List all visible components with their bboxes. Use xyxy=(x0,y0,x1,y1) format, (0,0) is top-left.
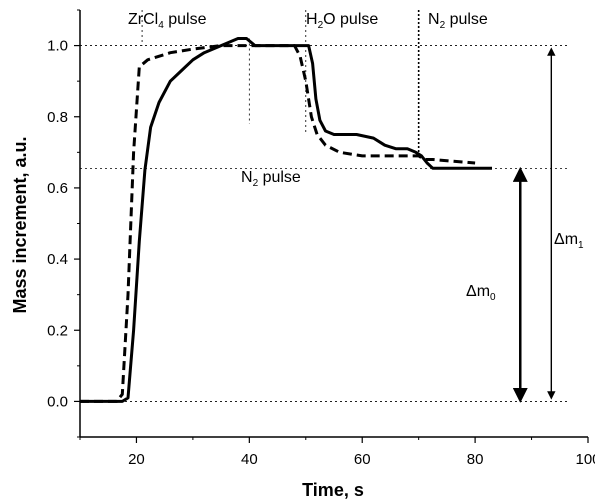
axes xyxy=(79,10,588,438)
series-group xyxy=(80,37,492,403)
y-tick-label-0: 0.0 xyxy=(47,393,68,410)
n2-pulse-lower-label: N2 pulse xyxy=(241,169,301,189)
n2-pulse-upper-label: N2 pulse xyxy=(428,11,488,31)
series-line-dashed xyxy=(80,44,476,403)
x-tick-label-3: 80 xyxy=(467,451,484,468)
zrcl4-pulse-label: ZrCl4 pulse xyxy=(128,11,207,31)
x-tick-label-0: 20 xyxy=(128,451,145,468)
y-tick-label-5: 1.0 xyxy=(47,38,68,55)
series-line-solid xyxy=(80,37,492,403)
x-tick-label-2: 60 xyxy=(354,451,371,468)
x-axis-title: Time, s xyxy=(302,480,364,500)
y-tick-label-1: 0.2 xyxy=(47,322,68,339)
y-tick-label-4: 0.8 xyxy=(47,109,68,126)
y-tick-label-2: 0.4 xyxy=(47,251,68,268)
ticks: 20 40 60 80 100 0.0 0.2 0.4 0.6 0.8 1.0 xyxy=(47,9,595,468)
h2o-pulse-label: H2O pulse xyxy=(306,11,378,31)
x-tick-label-1: 40 xyxy=(241,451,258,468)
delta-m1-label: Δm1 xyxy=(554,231,584,251)
x-tick-label-4: 100 xyxy=(575,451,595,468)
arrows-group xyxy=(512,47,556,403)
y-tick-label-3: 0.6 xyxy=(47,180,68,197)
reference-lines xyxy=(80,10,570,402)
delta-m0-label: Δm0 xyxy=(466,283,496,303)
y-axis-title: Mass increment, a.u. xyxy=(10,136,30,313)
